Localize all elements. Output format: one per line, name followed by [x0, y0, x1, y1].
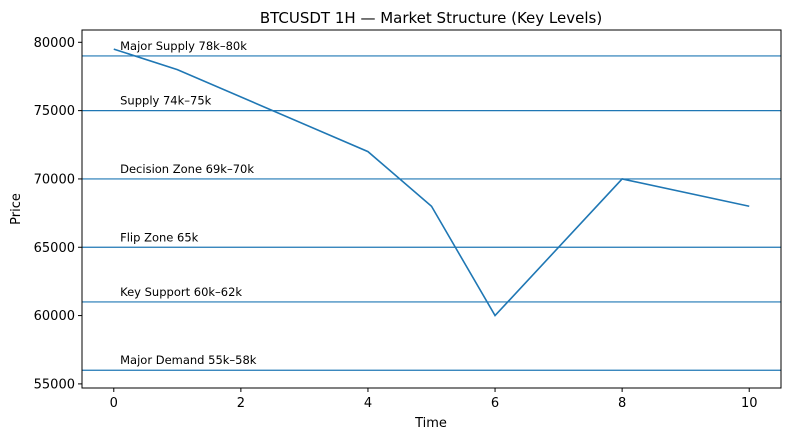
level-label: Major Supply 78k–80k [120, 39, 247, 53]
level-label: Flip Zone 65k [120, 230, 199, 244]
x-axis-label: Time [414, 416, 447, 431]
x-tick-label: 6 [491, 396, 499, 411]
x-tick-label: 10 [741, 396, 758, 411]
plot-frame [81, 29, 782, 389]
y-tick-label: 80000 [34, 36, 75, 51]
y-tick-label: 65000 [34, 241, 75, 256]
chart-title: BTCUSDT 1H — Market Structure (Key Level… [260, 9, 602, 27]
x-tick-label: 4 [364, 396, 372, 411]
level-label: Key Support 60k–62k [120, 285, 242, 299]
y-axis-label: Price [9, 193, 24, 225]
level-label: Decision Zone 69k–70k [120, 162, 254, 176]
y-tick-label: 75000 [34, 104, 75, 119]
y-tick-label: 55000 [34, 377, 75, 392]
level-label: Major Demand 55k–58k [120, 353, 257, 367]
x-tick-label: 0 [110, 396, 118, 411]
price-line [113, 48, 750, 317]
level-label: Supply 74k–75k [120, 94, 212, 108]
y-tick-label: 70000 [34, 172, 75, 187]
x-tick-label: 2 [237, 396, 245, 411]
x-tick-label: 8 [618, 396, 626, 411]
y-tick-label: 60000 [34, 309, 75, 324]
